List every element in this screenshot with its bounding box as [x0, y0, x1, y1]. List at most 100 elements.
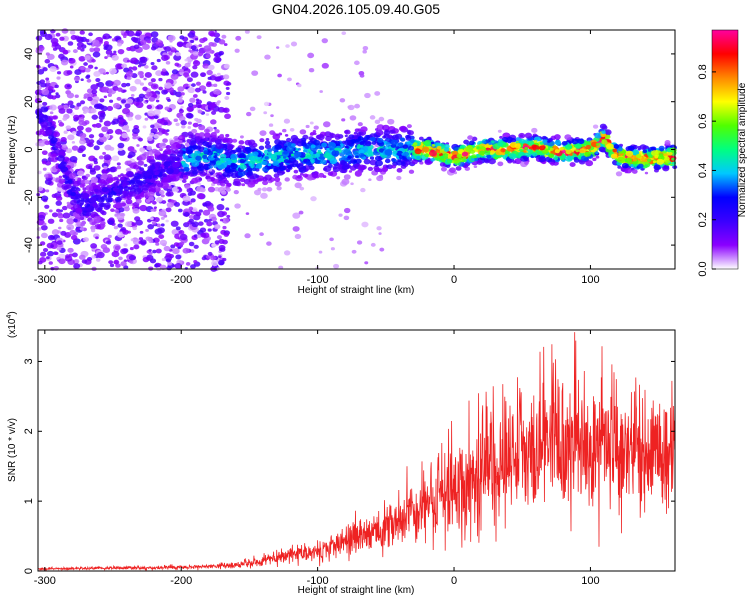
spectrogram-cell: [164, 152, 168, 156]
spectrogram-cell: [387, 134, 393, 139]
spectrogram-cell: [253, 189, 262, 196]
x-tick-label: -300: [34, 274, 56, 286]
spectrogram-cell: [445, 164, 451, 168]
spectrogram-cell: [114, 128, 123, 135]
spectrogram-cell: [162, 176, 170, 182]
spectrogram-cell: [91, 89, 98, 95]
spectrogram-cell: [229, 149, 236, 155]
spectrogram-cell: [177, 98, 183, 103]
spectrogram-cell: [375, 160, 383, 167]
spectrogram-cell: [39, 241, 46, 246]
spectrogram-cell: [176, 41, 184, 47]
spectrogram-cell: [321, 38, 328, 44]
spectrogram-cell: [356, 240, 363, 245]
spectrogram-cell: [111, 81, 115, 84]
spectrogram-cell: [152, 249, 157, 254]
spectrogram-cell: [136, 144, 140, 147]
spectrogram-cell: [239, 177, 246, 183]
spectrogram-cell: [161, 68, 167, 72]
spectrogram-cell: [264, 144, 272, 150]
spectrogram-cell: [456, 153, 462, 159]
spectrogram-cell: [272, 161, 278, 167]
spectrogram-cell: [125, 198, 133, 205]
spectrogram-cell: [233, 190, 239, 195]
y-tick-label: -20: [23, 189, 35, 205]
spectrogram-cell: [84, 179, 90, 185]
spectrogram-cell: [319, 134, 324, 139]
spectrogram-cell: [98, 136, 107, 143]
spectrogram-cell: [58, 122, 65, 127]
spectrogram-cell: [50, 244, 54, 248]
spectrogram-cell: [573, 158, 580, 163]
spectrogram-cell: [267, 166, 271, 170]
spectrogram-cell: [353, 159, 358, 163]
spectrogram-cell: [331, 150, 340, 157]
spectrogram-cell: [376, 175, 384, 182]
spectrogram-cell: [57, 212, 63, 216]
spectrogram-cell: [150, 31, 159, 38]
spectrogram-cell: [497, 129, 502, 133]
spectrogram-cell: [606, 143, 614, 150]
spectrogram-cell: [106, 54, 111, 58]
spectrogram-cell: [189, 97, 196, 103]
spectrogram-cell: [76, 227, 80, 231]
spectrogram-cell: [423, 139, 432, 146]
spectrogram-cell: [128, 254, 136, 261]
spectrogram-y-label: Frequency (Hz): [7, 116, 18, 185]
spectrogram-cell: [40, 232, 48, 239]
spectrogram-cell: [126, 46, 132, 51]
spectrogram-cell: [594, 132, 602, 139]
spectrogram-cell: [218, 259, 225, 266]
spectrogram-cell: [298, 166, 307, 174]
spectrogram-cell: [125, 221, 133, 228]
spectrogram-cell: [114, 209, 120, 213]
spectrogram-cell: [627, 145, 635, 151]
spectrogram-cell: [329, 132, 334, 137]
spectrogram-cell: [76, 41, 84, 48]
spectrogram-cell: [139, 204, 148, 212]
spectrogram-cell: [589, 162, 593, 166]
spectrogram-cell: [369, 156, 375, 160]
figure-title: GN04.2026.105.09.40.G05: [272, 1, 440, 17]
spectrogram-cell: [367, 166, 374, 172]
spectrogram-cell: [284, 177, 290, 182]
spectrogram-cell: [37, 186, 44, 192]
x-tick-label: -100: [307, 274, 329, 286]
spectrogram-cell: [403, 151, 410, 157]
spectrogram-cell: [270, 154, 278, 160]
spectrogram-cell: [85, 38, 90, 43]
spectrogram-cell: [133, 244, 140, 250]
spectrogram-cell: [625, 157, 633, 164]
spectrogram-cell: [168, 51, 173, 56]
spectrogram-cell: [338, 213, 343, 217]
spectrogram-cell: [174, 62, 180, 67]
spectrogram-cell: [150, 61, 155, 66]
spectrogram-cell: [239, 153, 246, 159]
spectrogram-cell: [464, 163, 468, 167]
spectrogram-cell: [78, 254, 86, 260]
spectrogram-cell: [87, 64, 94, 69]
spectrogram-cell: [105, 80, 114, 87]
spectrogram-cell: [98, 202, 104, 207]
spectrogram-cell: [207, 145, 212, 149]
spectrogram-cell: [131, 222, 136, 226]
spectrogram-cell: [73, 105, 80, 110]
spectrogram-cell: [188, 83, 193, 87]
spectrogram-cell: [175, 157, 180, 161]
spectrogram-cell: [109, 166, 117, 173]
spectrogram-cell: [344, 139, 352, 146]
spectrogram-cell: [276, 46, 280, 49]
spectrogram-cell: [539, 141, 544, 145]
spectrogram-cell: [106, 184, 112, 189]
spectrogram-cell: [654, 154, 659, 159]
spectrogram-cell: [94, 188, 99, 193]
spectrogram-cell: [173, 118, 178, 123]
spectrogram-cell: [283, 118, 291, 124]
spectrogram-cell: [202, 209, 211, 216]
spectrogram-cell: [142, 86, 148, 91]
spectrogram-cell: [45, 129, 53, 136]
spectrogram-cell: [205, 255, 210, 259]
spectrogram-cell: [177, 186, 181, 190]
spectrogram-cell: [448, 167, 456, 173]
spectrogram-cell: [160, 223, 165, 227]
